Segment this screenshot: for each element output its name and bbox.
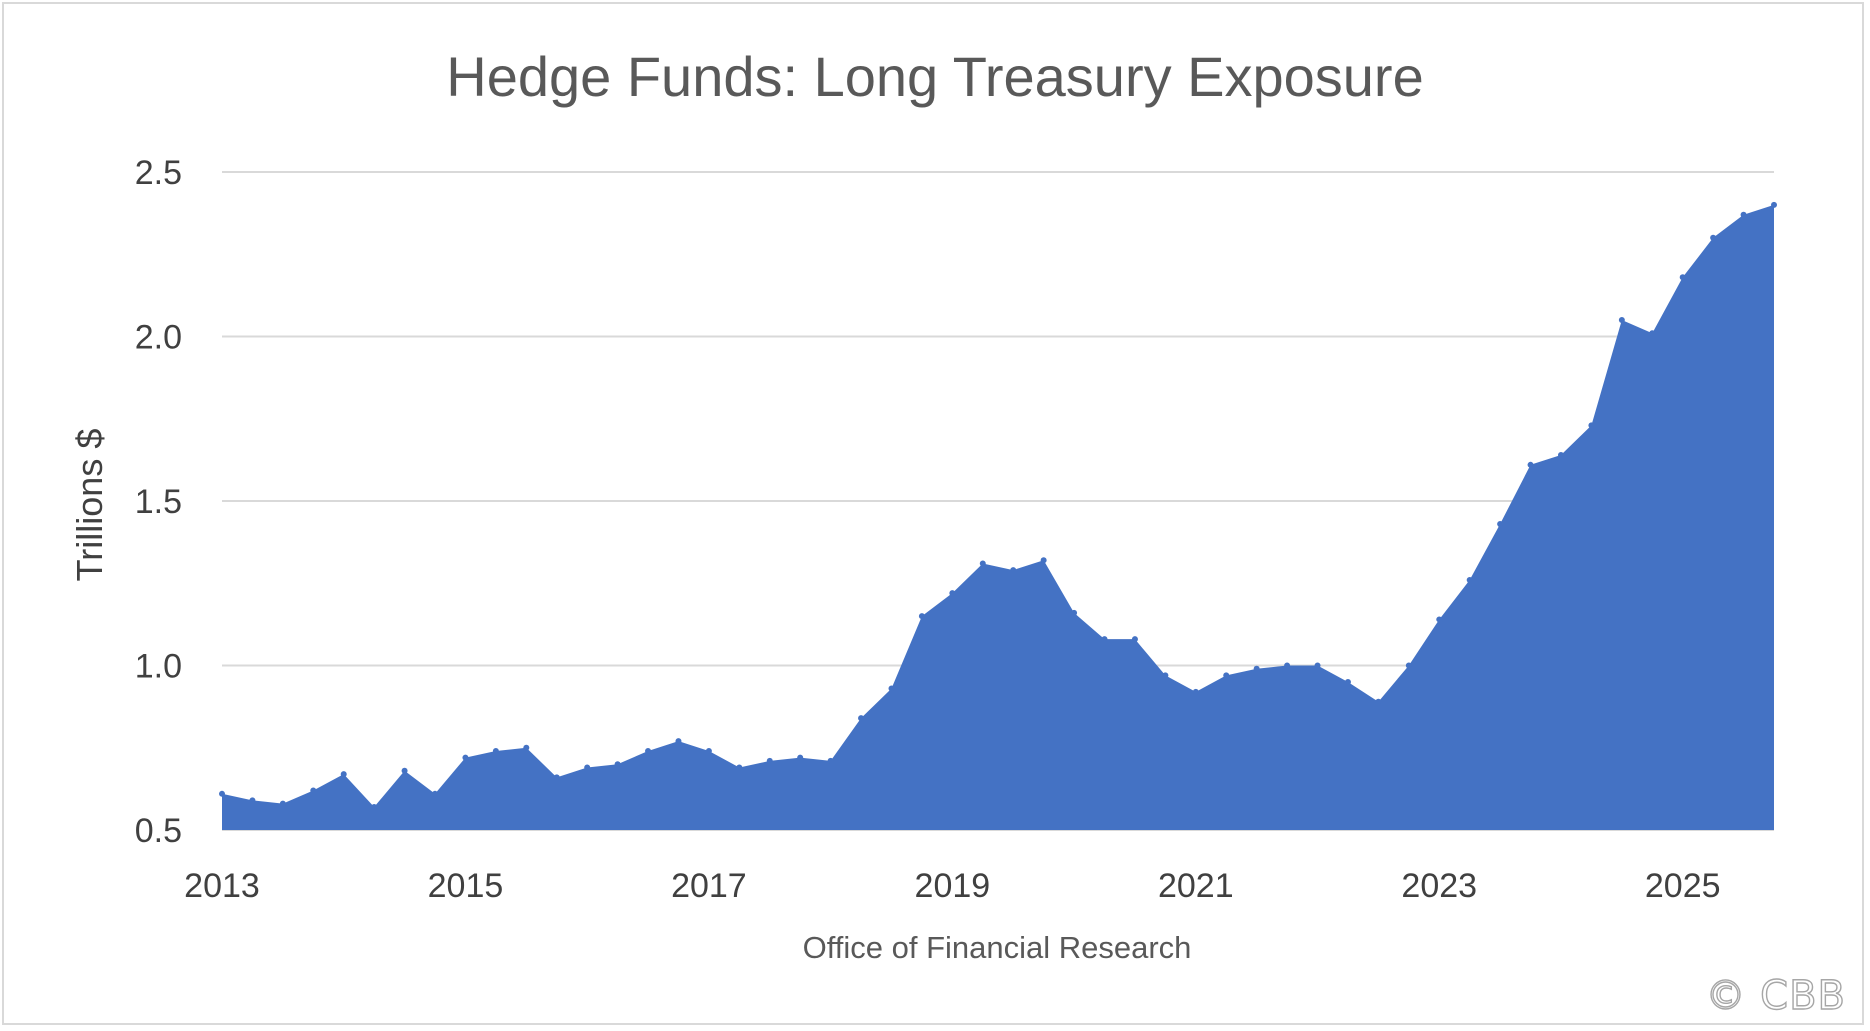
data-point — [949, 590, 956, 597]
x-tick-label: 2023 — [1401, 867, 1477, 905]
y-tick-label: 2.0 — [135, 319, 182, 357]
data-point — [614, 761, 621, 768]
data-point — [492, 748, 499, 755]
data-point — [1071, 609, 1078, 616]
data-point — [736, 764, 743, 771]
data-point — [279, 800, 286, 807]
data-point — [1527, 461, 1534, 468]
data-point — [1314, 662, 1321, 669]
data-point — [219, 790, 225, 797]
y-axis-ticks: 0.5 1.0 1.5 2.0 2.5 — [135, 154, 182, 850]
area-fill — [222, 204, 1774, 830]
data-point — [766, 757, 773, 764]
data-point — [1253, 665, 1260, 672]
data-point — [888, 685, 895, 692]
data-point — [1040, 557, 1047, 564]
data-point — [553, 774, 560, 781]
data-point — [1162, 672, 1169, 679]
x-tick-label: 2021 — [1158, 867, 1234, 905]
data-point — [1740, 211, 1747, 218]
data-point — [979, 560, 986, 567]
data-point — [1649, 330, 1656, 337]
data-point — [1405, 662, 1412, 669]
data-point — [1557, 451, 1564, 458]
data-point — [462, 754, 469, 761]
data-point — [1618, 317, 1625, 324]
data-point — [1771, 201, 1777, 208]
data-point — [1497, 521, 1504, 528]
x-tick-label: 2025 — [1645, 867, 1721, 905]
data-point — [1679, 274, 1686, 281]
x-axis-label: Office of Financial Research — [803, 930, 1192, 965]
data-point — [1710, 234, 1717, 241]
data-point — [1192, 688, 1199, 695]
data-point — [1131, 636, 1138, 643]
data-point — [523, 744, 530, 751]
data-point — [1588, 422, 1595, 429]
data-point — [371, 803, 378, 810]
x-tick-label: 2017 — [671, 867, 747, 905]
data-point — [1466, 576, 1473, 583]
data-point — [249, 797, 256, 804]
data-point — [1436, 616, 1443, 623]
y-tick-label: 1.5 — [135, 483, 182, 521]
y-tick-label: 2.5 — [135, 154, 182, 192]
chart-title: Hedge Funds: Long Treasury Exposure — [446, 45, 1423, 108]
data-point — [918, 613, 925, 620]
data-point — [827, 757, 834, 764]
y-axis-label: Trillions $ — [69, 429, 110, 582]
y-tick-label: 1.0 — [135, 648, 182, 686]
x-axis-ticks: 2013 2015 2017 2019 2021 2023 2025 — [184, 867, 1720, 905]
data-point — [310, 787, 317, 794]
copyright-watermark: © CBB — [1705, 972, 1846, 1019]
data-point — [645, 748, 652, 755]
data-point — [1101, 636, 1108, 643]
x-tick-label: 2013 — [184, 867, 260, 905]
data-point — [705, 748, 712, 755]
data-point — [340, 771, 347, 778]
data-point — [1284, 662, 1291, 669]
data-point — [432, 790, 439, 797]
y-tick-label: 0.5 — [135, 812, 182, 850]
x-tick-label: 2019 — [915, 867, 991, 905]
data-point — [1375, 698, 1382, 705]
data-point — [675, 738, 682, 745]
data-point — [584, 764, 591, 771]
data-point — [858, 715, 865, 722]
data-point — [1010, 567, 1017, 574]
data-point — [401, 767, 408, 774]
area-series — [219, 201, 1777, 830]
data-point — [1344, 678, 1351, 685]
data-point — [797, 754, 804, 761]
data-point — [1223, 672, 1230, 679]
x-tick-label: 2015 — [428, 867, 504, 905]
